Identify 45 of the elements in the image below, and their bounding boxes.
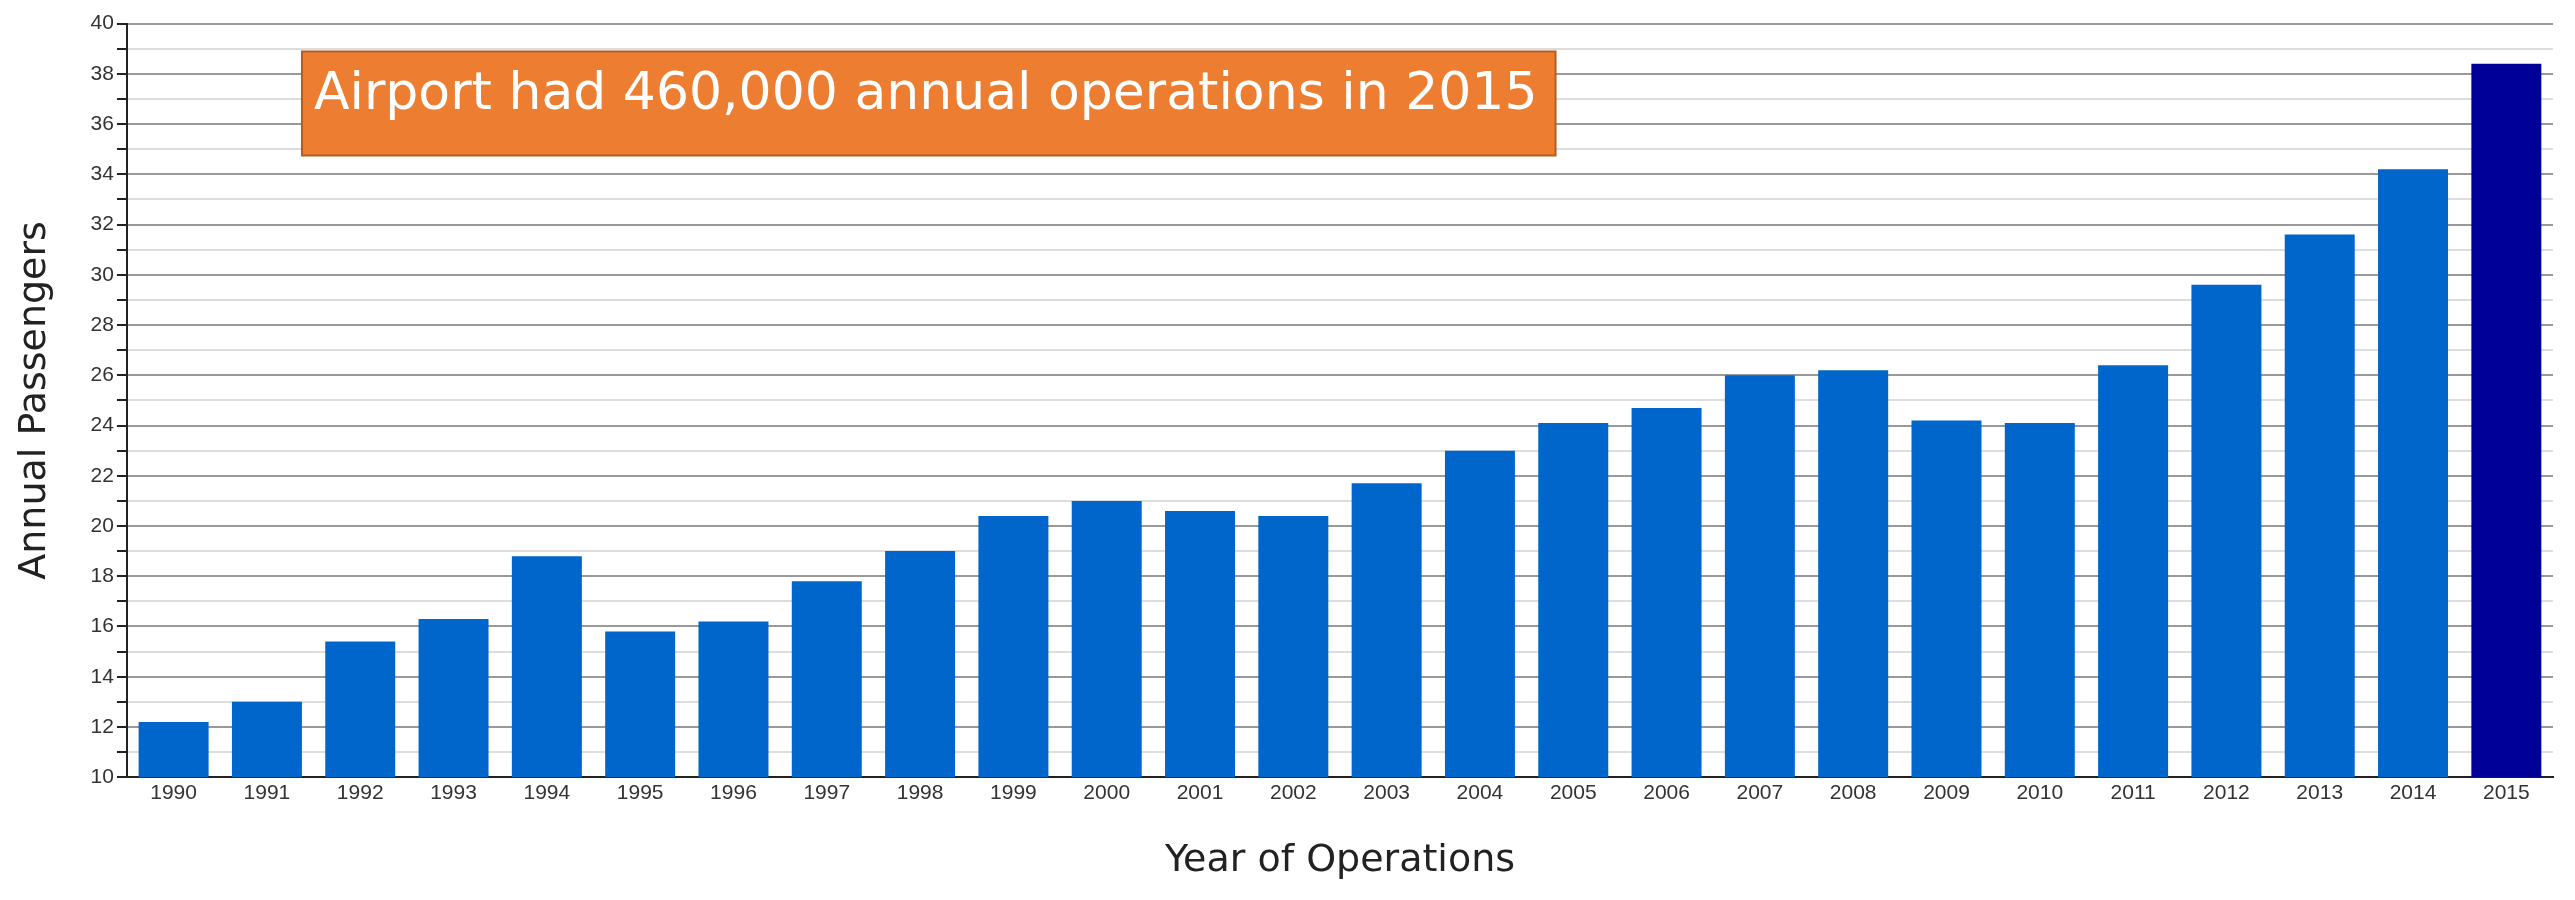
y-tick-label: 18 [90, 563, 114, 587]
y-tick-label: 38 [90, 60, 114, 84]
x-tick-label: 2002 [1269, 779, 1317, 803]
x-tick-label: 1997 [803, 779, 851, 803]
y-tick-label: 14 [90, 663, 115, 687]
x-tick-label: 2000 [1083, 779, 1131, 803]
x-tick-label: 2013 [2296, 779, 2344, 803]
x-tick-label: 1998 [896, 779, 944, 803]
x-tick-label: 2004 [1456, 779, 1504, 803]
y-tick-label: 26 [90, 362, 114, 386]
x-tick-label: 2006 [1643, 779, 1690, 803]
x-tick-label: 2010 [2016, 779, 2064, 803]
x-tick-label: 2012 [2203, 779, 2250, 803]
x-tick-label: 2011 [2110, 779, 2156, 803]
x-tick-label: 1992 [336, 779, 384, 803]
y-tick-label: 40 [90, 10, 114, 34]
y-tick-label: 30 [90, 261, 114, 285]
y-tick-label: 20 [90, 512, 114, 536]
x-tick-label: 1996 [710, 779, 757, 803]
x-tick-label: 1994 [523, 779, 571, 803]
y-tick-label: 10 [90, 764, 114, 787]
y-tick-label: 22 [90, 462, 114, 486]
x-tick-label: 2009 [1923, 779, 1970, 803]
x-tick-label: 1999 [990, 779, 1037, 803]
x-tick-label: 1991 [243, 779, 291, 803]
y-tick-label: 12 [90, 713, 114, 737]
y-tick-label: 24 [90, 412, 115, 436]
x-tick-label: 2001 [1176, 779, 1224, 803]
y-tick-label: 28 [90, 311, 114, 335]
y-tick-label: 34 [90, 161, 115, 185]
x-tick-label: 1995 [616, 779, 664, 803]
y-tick-label: 16 [90, 613, 114, 637]
y-tick-label: 32 [90, 211, 114, 235]
x-tick-label: 2005 [1549, 779, 1597, 803]
x-tick-label: 2007 [1736, 779, 1784, 803]
x-tick-label: 1993 [430, 779, 477, 803]
annotation: Airport had 460,000 annual operations in 2015 [313, 61, 1538, 122]
x-axis-title: Year of Operations [1163, 836, 1516, 881]
x-tick-label: 2003 [1363, 779, 1410, 803]
x-tick-label: 2014 [2389, 779, 2437, 803]
x-tick-label: 1990 [150, 779, 197, 803]
y-axis-title: Annual Passengers [9, 221, 54, 580]
x-tick-label: 2015 [2482, 779, 2530, 803]
x-tick-label: 2008 [1829, 779, 1877, 803]
y-tick-label: 36 [90, 110, 114, 134]
